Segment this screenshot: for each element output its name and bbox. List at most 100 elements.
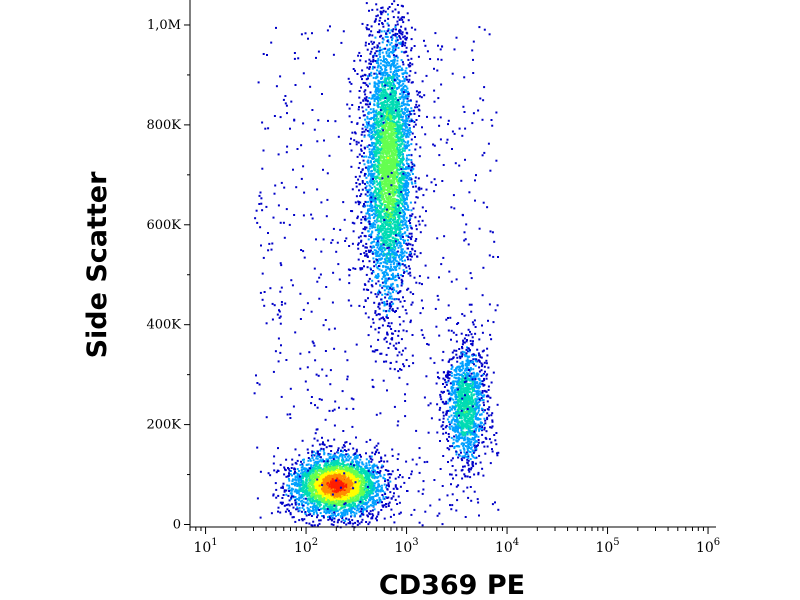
event-point-pop2: [390, 278, 392, 281]
event-point-pop1: [317, 492, 320, 495]
event-point-pop2: [355, 140, 358, 143]
event-point-pop2: [405, 132, 408, 135]
event-point-pop1: [325, 496, 328, 499]
event-point-pop2: [395, 213, 398, 216]
event-point-pop1: [350, 515, 352, 518]
event-point-pop1: [320, 490, 323, 493]
event-point-pop2: [391, 332, 394, 335]
event-point-pop1: [267, 472, 270, 475]
event-point-pop1: [371, 484, 374, 487]
event-point-pop1: [312, 507, 314, 510]
event-point-pop1: [288, 490, 291, 492]
event-point-pop1: [316, 502, 319, 505]
event-point-pop1: [359, 468, 362, 471]
event-point-pop1: [300, 503, 303, 506]
event-point-pop1: [360, 469, 363, 472]
event-point-pop2: [401, 18, 404, 21]
event-point-pop1: [352, 469, 355, 472]
event-point-pop2: [397, 274, 400, 277]
event-point-pop2: [390, 65, 393, 68]
event-point-pop1: [340, 520, 343, 523]
event-point-pop1: [348, 489, 350, 492]
event-point-pop2: [384, 194, 387, 197]
event-point-pop2: [388, 261, 391, 263]
event-point-pop1: [323, 471, 326, 474]
event-point-pop1: [301, 519, 304, 522]
event-point-pop2: [368, 277, 371, 280]
event-point-pop2: [362, 123, 365, 126]
event-point-pop2: [406, 123, 409, 126]
event-point-pop2: [393, 246, 396, 248]
event-point-pop1: [312, 504, 315, 507]
event-point-pop1: [340, 476, 343, 478]
event-point-pop1: [311, 475, 314, 478]
event-point-pop2: [423, 94, 426, 97]
event-point-pop2: [386, 272, 389, 275]
event-point-pop1: [350, 505, 353, 507]
event-point-pop1: [369, 471, 372, 474]
event-point-pop1: [326, 495, 328, 498]
event-point-pop1: [328, 515, 331, 518]
event-point-pop2: [349, 142, 352, 145]
event-point-pop2: [387, 108, 390, 111]
event-point-pop1: [337, 458, 340, 461]
event-point-pop1: [366, 492, 369, 495]
event-point-pop1: [360, 495, 363, 498]
event-point-pop1: [368, 485, 371, 488]
event-point-pop1: [363, 497, 366, 500]
event-point-pop2: [405, 330, 408, 333]
event-point-pop1: [296, 482, 299, 485]
event-point-pop1: [326, 489, 329, 492]
event-point-pop1: [311, 486, 314, 489]
event-point-pop2: [374, 360, 377, 363]
event-point-pop2: [408, 178, 411, 181]
event-point-pop2: [365, 250, 368, 253]
event-point-pop2: [382, 9, 385, 12]
event-point-pop1: [340, 513, 343, 515]
event-point-pop1: [343, 500, 346, 503]
event-point-pop1: [304, 511, 307, 513]
event-point-pop1: [380, 488, 383, 491]
event-point-pop2: [362, 81, 365, 84]
event-point-pop1: [291, 516, 294, 519]
event-point-pop1: [321, 474, 324, 477]
event-point-pop2: [365, 155, 368, 158]
event-point-pop1: [368, 460, 370, 463]
event-point-pop1: [348, 469, 351, 472]
event-point-pop1: [318, 483, 321, 485]
event-point-pop1: [381, 501, 383, 504]
event-point-pop1: [328, 472, 331, 474]
event-point-pop2: [386, 163, 389, 166]
event-point-pop1: [387, 482, 390, 485]
event-point-pop1: [343, 449, 346, 451]
event-point-pop1: [318, 465, 321, 467]
event-point-pop1: [313, 477, 316, 480]
event-point-pop2: [386, 324, 389, 327]
event-point-pop1: [368, 482, 371, 485]
event-point-pop2: [384, 100, 387, 102]
event-point-pop2: [376, 31, 379, 34]
event-point-pop1: [383, 517, 386, 520]
event-point-pop1: [318, 455, 321, 458]
event-point-pop1: [333, 513, 336, 515]
event-point-pop2: [385, 237, 388, 240]
event-point-pop2: [400, 255, 403, 258]
event-point-pop1: [305, 484, 307, 487]
event-point-pop2: [399, 163, 402, 166]
event-point-pop1: [365, 479, 367, 482]
event-point-pop1: [352, 480, 355, 483]
event-point-pop1: [359, 502, 362, 505]
event-point-pop1: [293, 490, 296, 493]
event-point-pop2: [385, 117, 387, 120]
event-point-pop2: [393, 298, 396, 301]
event-point-pop2: [393, 56, 396, 59]
event-point-pop2: [402, 329, 405, 332]
event-point-pop1: [355, 476, 358, 479]
event-point-pop1: [341, 517, 344, 520]
event-point-pop2: [410, 57, 413, 60]
event-point-pop2: [361, 231, 364, 234]
event-point-pop1: [370, 460, 373, 463]
event-point-pop1: [397, 476, 400, 479]
event-point-pop2: [375, 72, 377, 75]
event-point-pop1: [352, 504, 355, 507]
